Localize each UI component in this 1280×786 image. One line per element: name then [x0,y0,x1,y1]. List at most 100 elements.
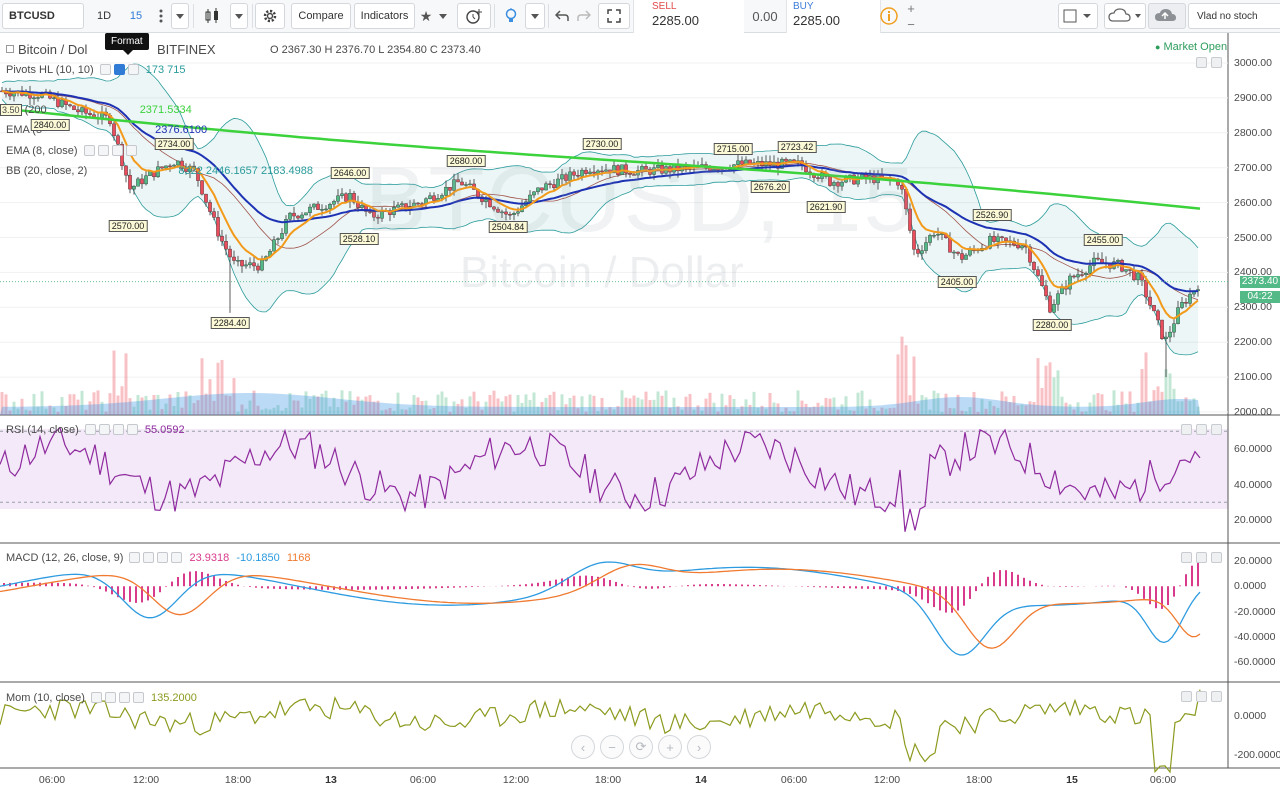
volume-bar [932,390,936,415]
idea-lightbulb-icon[interactable] [499,3,523,29]
rsi-value: 55.0592 [144,424,185,436]
add-icon[interactable] [118,692,130,703]
time-axis-label: 06:00 [780,774,808,786]
zoom-out-minus-icon[interactable]: − [600,735,624,759]
candles-style-icon[interactable] [198,3,226,29]
indicator-pivots[interactable]: Pivots HL (10, 10) 173 715 [6,63,186,77]
scroll-left-chevron-icon[interactable]: ‹ [571,735,595,759]
eye-icon[interactable] [90,692,102,703]
more-intervals-icon[interactable] [153,3,169,29]
delete-icon[interactable] [111,145,123,156]
close-icon[interactable] [127,64,139,75]
chart-style-chevron-down-icon[interactable] [230,3,248,29]
favorites-star-icon[interactable]: ★ [419,7,433,24]
candle-body [36,97,40,99]
cloud-save-icon[interactable] [1148,3,1186,29]
volume-bar [784,407,788,415]
chart-canvas[interactable] [0,33,1280,786]
settings-gear-icon[interactable] [255,3,285,29]
pivot-high-flag: 2715.00 [713,143,753,155]
favorites-chevron-down-icon[interactable] [436,3,450,29]
pane-move-up-icon[interactable] [1181,424,1192,435]
volume-bar [888,408,892,415]
fullscreen-icon[interactable] [598,3,630,29]
pane-close-icon[interactable] [1211,691,1222,702]
volume-bar [84,409,88,415]
buy-price: 2285.00 [793,13,840,28]
layout-select-icon[interactable] [1058,3,1098,29]
interval-dropdown-chevron-down-icon[interactable] [171,3,189,29]
idea-chevron-down-icon[interactable] [525,3,545,29]
format-icon[interactable] [104,692,116,703]
eye-icon[interactable] [129,552,141,563]
indicator-bollinger-bands[interactable]: BB (20, close, 2) 8322 2446.1657 2183.49… [6,164,313,178]
pane-close-icon[interactable] [1211,552,1222,563]
volume-bar [940,411,944,415]
pane-maximize-icon[interactable] [1196,424,1207,435]
candle-body [1040,275,1044,286]
volume-bar [1072,409,1076,415]
format-icon[interactable] [97,145,109,156]
reset-chart-icon[interactable]: ⟳ [629,735,653,759]
macd-legend[interactable]: MACD (12, 26, close, 9) 23.9318 -10.1850… [6,551,310,565]
zoom-in-plus-icon[interactable]: + [907,0,915,16]
format-icon[interactable] [98,424,110,435]
close-icon[interactable] [126,424,138,435]
pane-close-icon[interactable] [1211,424,1222,435]
mom-legend[interactable]: Mom (10, close) 135.2000 [6,691,197,705]
format-icon[interactable] [113,64,125,75]
eye-icon[interactable] [84,424,96,435]
volume-bar [1028,401,1032,415]
last-price-tag: 2373.40 [1240,276,1280,288]
sell-button[interactable]: SELL 2285.00 [633,0,744,33]
eye-icon[interactable] [99,64,111,75]
symbol-search-input[interactable]: BTCUSD [2,3,84,29]
interval-1d-button[interactable]: 1D [90,3,118,29]
trading-info-icon[interactable] [877,3,901,29]
candle-body [280,233,284,239]
compare-button[interactable]: Compare [291,3,351,29]
volume-bar [108,393,112,415]
close-icon[interactable] [132,692,144,703]
volume-bar [1144,352,1148,415]
zoom-in-plus-icon[interactable]: + [658,735,682,759]
volume-bar [140,397,144,415]
pane-maximize-icon[interactable] [1196,552,1207,563]
interval-15-button[interactable]: 15 [122,3,150,29]
buy-button[interactable]: BUY 2285.00 [786,0,881,33]
candle-body [532,191,536,196]
candle-body [428,195,432,199]
add-icon[interactable] [112,424,124,435]
volume-bar [1196,406,1200,415]
candle-body [548,183,552,185]
pane-move-up-icon[interactable] [1181,691,1192,702]
volume-bar [1184,397,1188,415]
undo-icon[interactable] [551,3,573,29]
scroll-right-chevron-icon[interactable]: › [687,735,711,759]
indicator-sma200[interactable]: 3.50 (200 2371.5334 [0,103,192,117]
collapse-legend-icon[interactable] [6,45,14,53]
close-icon[interactable] [125,145,137,156]
format-icon[interactable] [143,552,155,563]
pane-maximize-icon[interactable] [1196,691,1207,702]
volume-bar [580,396,584,415]
alert-add-icon[interactable] [457,3,491,29]
indicator-ema-fast[interactable]: EMA (8, close) [6,144,137,158]
user-menu-button[interactable]: Vlad no stoch [1188,3,1280,29]
pane-move-up-icon[interactable] [1181,552,1192,563]
volume-bar [556,410,560,415]
volume-bar [984,408,988,415]
volume-bar [448,411,452,415]
indicators-button[interactable]: Indicators [354,3,415,29]
rsi-legend[interactable]: RSI (14, close) 55.0592 [6,423,185,437]
compare-label: Compare [298,10,344,22]
redo-icon[interactable] [573,3,595,29]
close-icon[interactable] [171,552,183,563]
zoom-out-minus-icon[interactable]: − [907,16,915,32]
eye-icon[interactable] [83,145,95,156]
cloud-load-icon[interactable] [1104,3,1146,29]
bollinger-band-fill [2,64,1198,355]
pane-maximize-icon[interactable] [1196,57,1207,68]
add-icon[interactable] [157,552,169,563]
pane-close-icon[interactable] [1211,57,1222,68]
